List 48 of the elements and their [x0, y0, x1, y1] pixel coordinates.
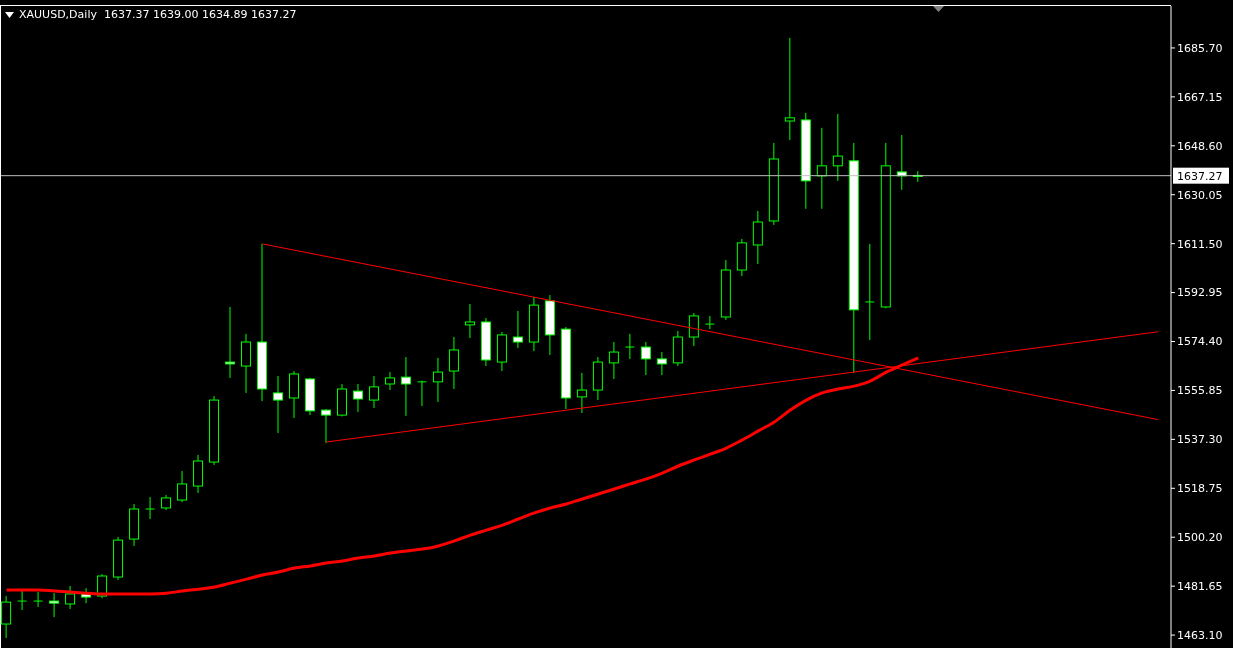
candlestick	[352, 383, 363, 413]
candlestick	[448, 336, 459, 390]
y-tick-label: 1648.60	[1177, 139, 1223, 153]
candlestick	[576, 372, 587, 414]
y-tick-label: 1500.20	[1177, 531, 1223, 545]
candlestick	[289, 370, 299, 419]
candlestick	[65, 585, 76, 610]
candlestick	[17, 590, 28, 611]
candlestick	[752, 210, 763, 265]
y-tick-label: 1518.75	[1177, 482, 1223, 496]
y-tick-label: 1667.15	[1177, 90, 1223, 104]
y-tick-label: 1611.50	[1177, 237, 1223, 251]
y-tick-label: 1481.65	[1177, 580, 1223, 594]
candlestick	[624, 333, 635, 360]
candlestick	[784, 37, 795, 141]
y-tick-label: 1574.40	[1177, 335, 1223, 349]
candlestick	[145, 496, 156, 520]
candlestick	[177, 470, 188, 503]
candlestick	[225, 306, 236, 379]
ref-line-label: 1637.27	[1177, 169, 1223, 183]
y-tick-label: 1555.85	[1177, 384, 1223, 398]
candlestick	[656, 351, 667, 376]
candlestick	[688, 312, 699, 347]
y-tick-label: 1685.70	[1177, 41, 1223, 55]
candlestick	[704, 315, 715, 330]
candlestick	[384, 371, 395, 391]
candlestick	[416, 380, 427, 407]
candlestick	[273, 375, 284, 434]
y-tick-label: 1537.30	[1177, 433, 1223, 447]
chart-title: XAUUSD,Daily 1637.37 1639.00 1634.89 1637.27	[19, 8, 297, 21]
candlestick	[320, 408, 331, 444]
candlestick	[608, 341, 619, 380]
candlestick	[368, 375, 379, 409]
y-tick-label: 1630.05	[1177, 188, 1223, 202]
candlestick	[432, 357, 443, 403]
candlestick	[400, 356, 411, 417]
candlestick	[864, 243, 875, 341]
candlestick	[640, 341, 651, 376]
candlestick	[49, 592, 60, 618]
y-tick-label: 1592.95	[1177, 286, 1223, 300]
candlestick	[832, 113, 843, 182]
candlestick	[512, 310, 523, 349]
candlestick	[464, 303, 475, 339]
y-tick-label: 1463.10	[1177, 628, 1223, 642]
candlestick	[896, 134, 907, 191]
candlestick	[816, 127, 827, 210]
candlestick	[241, 333, 252, 394]
candlestick	[33, 591, 44, 608]
